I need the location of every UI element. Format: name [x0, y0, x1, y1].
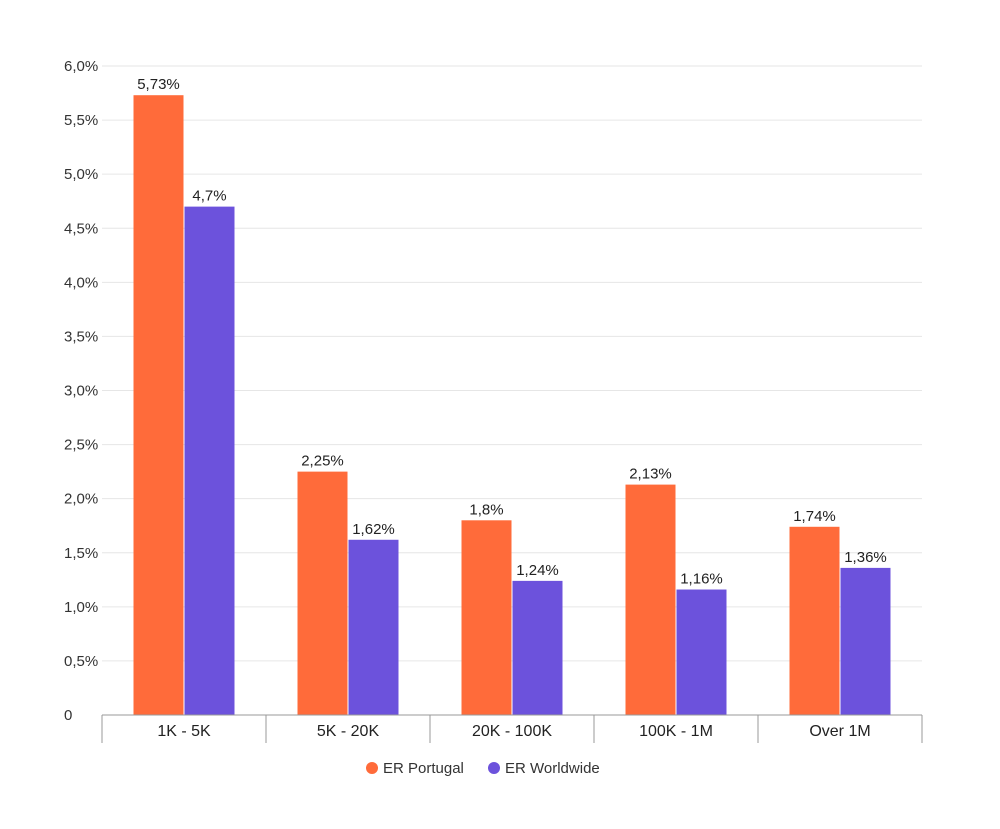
data-label: 1,24%: [516, 562, 559, 579]
y-tick-label: 4,0%: [64, 274, 98, 291]
bar-worldwide: [184, 206, 235, 715]
x-category-label: Over 1M: [809, 723, 870, 740]
bar-worldwide: [840, 567, 891, 715]
bar-portugal: [789, 526, 840, 715]
data-label: 1,62%: [352, 521, 395, 538]
data-label: 2,25%: [301, 453, 344, 470]
data-label: 1,36%: [844, 549, 887, 566]
legend-marker-worldwide: [488, 762, 500, 774]
x-axis: 1K - 5K 5K - 20K 20K - 100K 100K - 1M Over 1…: [101, 714, 923, 743]
y-tick-label: 5,5%: [64, 112, 98, 129]
y-axis-ticks: 0 0,5% 1,0% 1,5% 2,0% 2,5% 3,0% 3,5% 4,0% 4,5% 5,0…: [64, 58, 98, 724]
legend-label: ER Portugal: [383, 760, 464, 777]
bar-portugal: [297, 471, 348, 715]
bar-portugal: [625, 484, 676, 715]
data-labels: 5,73% 4,7% 2,25% 1,62% 1,8% 1,24% 2,13% 1,16% 1,…: [137, 76, 887, 587]
legend: ER Portugal ER Worldwide: [366, 760, 600, 777]
y-tick-label: 3,5%: [64, 328, 98, 345]
data-label: 2,13%: [629, 466, 672, 483]
gridlines: [102, 65, 922, 662]
y-tick-label: 1,0%: [64, 599, 98, 616]
data-label: 1,16%: [680, 571, 723, 588]
y-tick-label: 3,0%: [64, 383, 98, 400]
y-tick-label: 2,0%: [64, 491, 98, 508]
bar-worldwide: [676, 589, 727, 715]
bar-portugal: [461, 520, 512, 715]
bar-portugal: [133, 95, 184, 715]
bar-worldwide: [512, 580, 563, 715]
data-label: 1,74%: [793, 508, 836, 525]
y-tick-label: 5,0%: [64, 166, 98, 183]
data-label: 5,73%: [137, 76, 180, 93]
x-category-label: 20K - 100K: [472, 723, 552, 740]
x-category-label: 1K - 5K: [157, 723, 211, 740]
x-category-label: 5K - 20K: [317, 723, 380, 740]
y-tick-label: 1,5%: [64, 545, 98, 562]
y-tick-label: 0,5%: [64, 653, 98, 670]
x-category-label: 100K - 1M: [639, 723, 713, 740]
legend-label: ER Worldwide: [505, 760, 600, 777]
data-label: 4,7%: [192, 188, 226, 205]
y-tick-label: 6,0%: [64, 58, 98, 75]
y-tick-label: 0: [64, 707, 72, 724]
data-label: 1,8%: [469, 501, 503, 518]
y-tick-label: 4,5%: [64, 220, 98, 237]
y-tick-label: 2,5%: [64, 437, 98, 454]
legend-marker-portugal: [366, 762, 378, 774]
bars: [133, 95, 891, 715]
bar-worldwide: [348, 539, 399, 715]
